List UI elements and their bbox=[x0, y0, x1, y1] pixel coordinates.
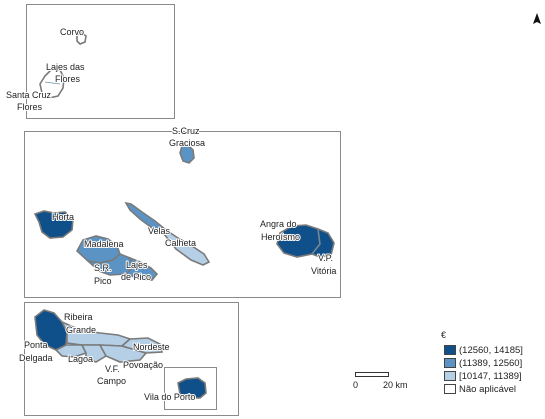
island-flores[interactable] bbox=[39, 68, 65, 99]
label-corvo: Corvo bbox=[60, 27, 84, 37]
label-velas: Velas bbox=[148, 226, 171, 236]
label-sao-roque-1: S.R. bbox=[94, 263, 112, 273]
label-ponta-delgada-1: Ponta bbox=[24, 340, 48, 350]
legend-item-not-applicable[interactable]: Não aplicável bbox=[444, 383, 523, 395]
label-santa-cruz-flores-1: Santa Cruz bbox=[6, 90, 52, 100]
legend-item-high[interactable]: (12560, 14185] bbox=[444, 344, 523, 356]
scale-bar-end-label: 20 km bbox=[383, 380, 408, 390]
border-terceira bbox=[311, 228, 321, 255]
label-lajes-flores-2: Flores bbox=[55, 74, 81, 84]
legend-swatch-not-applicable bbox=[444, 384, 456, 394]
label-povoacao: Povoação bbox=[123, 360, 163, 370]
inset-eastern-group bbox=[24, 302, 239, 416]
legend-swatch-mid bbox=[444, 358, 456, 368]
label-horta: Horta bbox=[52, 212, 74, 222]
legend-label-not-applicable: Não aplicável bbox=[459, 383, 517, 395]
border-flores bbox=[44, 81, 61, 85]
inset-central-group bbox=[24, 131, 341, 298]
legend-label-mid: (11389, 12560] bbox=[459, 357, 523, 369]
inset-santa-maria bbox=[164, 367, 217, 410]
label-angra-2: Heroísmo bbox=[261, 232, 300, 242]
label-lajes-pico-2: de Pico bbox=[121, 272, 151, 282]
north-arrow-icon bbox=[533, 13, 541, 24]
label-ribeira-grande-2: Grande bbox=[66, 325, 96, 335]
island-graciosa[interactable] bbox=[179, 144, 195, 164]
island-pico-lajes[interactable] bbox=[124, 256, 159, 281]
legend-label-low: [10147, 11389] bbox=[459, 370, 522, 382]
label-lajes-pico-1: Lajes bbox=[126, 260, 148, 270]
island-corvo[interactable] bbox=[76, 32, 87, 45]
label-vila-franca-2: Campo bbox=[97, 376, 126, 386]
label-madalena: Madalena bbox=[84, 239, 124, 249]
island-sao-miguel-nordeste[interactable] bbox=[120, 337, 164, 354]
label-nordeste: Nordeste bbox=[133, 342, 170, 352]
scale-bar-rect bbox=[355, 372, 389, 377]
label-vila-do-porto: Vila do Porto bbox=[144, 392, 195, 402]
label-lajes-flores-1: Lajes das bbox=[46, 62, 85, 72]
label-angra-1: Angra do bbox=[260, 219, 297, 229]
label-sao-roque-2: Pico bbox=[94, 276, 112, 286]
label-santa-cruz-flores-2: Flores bbox=[17, 102, 43, 112]
label-vila-franca-1: V.F. bbox=[105, 364, 120, 374]
scale-bar-start-label: 0 bbox=[353, 380, 359, 390]
legend-item-mid[interactable]: (11389, 12560] bbox=[444, 357, 523, 369]
label-ponta-delgada-2: Delgada bbox=[19, 353, 53, 363]
island-faial[interactable] bbox=[33, 210, 74, 239]
legend-title: € bbox=[441, 330, 447, 340]
island-sao-jorge-calheta[interactable] bbox=[163, 228, 211, 266]
legend-label-high: (12560, 14185] bbox=[459, 344, 523, 356]
inset-western-group bbox=[26, 4, 175, 119]
legend-swatch-low bbox=[444, 371, 456, 381]
label-praia-1: V.P. bbox=[318, 253, 333, 263]
legend-swatch-high bbox=[444, 345, 456, 355]
label-santa-cruz-graciosa-2: Graciosa bbox=[169, 138, 205, 148]
island-santa-maria[interactable] bbox=[177, 377, 207, 399]
legend: (12560, 14185] (11389, 12560] [10147, 11… bbox=[444, 344, 523, 396]
label-ribeira-grande-1: Ribeira bbox=[64, 312, 93, 322]
legend-item-low[interactable]: [10147, 11389] bbox=[444, 370, 523, 382]
label-santa-cruz-graciosa-1: S.Cruz bbox=[172, 126, 200, 136]
label-lagoa: Lagoa bbox=[68, 354, 93, 364]
label-praia-2: Vitória bbox=[311, 266, 336, 276]
label-calheta: Calheta bbox=[165, 238, 196, 248]
